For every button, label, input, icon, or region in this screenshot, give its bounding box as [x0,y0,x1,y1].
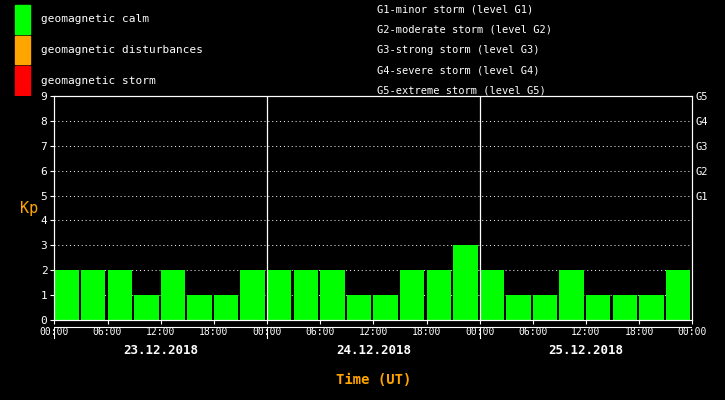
Bar [187,295,212,320]
Bar [14,66,30,95]
Bar [134,295,159,320]
Text: G3-strong storm (level G3): G3-strong storm (level G3) [377,45,539,55]
Text: 23.12.2018: 23.12.2018 [123,344,198,357]
Bar [107,270,132,320]
Bar [692,270,717,320]
Bar [241,270,265,320]
Bar [81,270,105,320]
Bar [613,295,637,320]
Bar [453,245,478,320]
Text: geomagnetic disturbances: geomagnetic disturbances [41,45,203,55]
Bar [480,270,504,320]
Y-axis label: Kp: Kp [20,200,38,216]
Bar [560,270,584,320]
Bar [347,295,371,320]
Text: G4-severe storm (level G4): G4-severe storm (level G4) [377,65,539,75]
Bar [267,270,291,320]
Text: 25.12.2018: 25.12.2018 [549,344,624,357]
Bar [14,36,30,64]
Text: 24.12.2018: 24.12.2018 [336,344,411,357]
Text: geomagnetic storm: geomagnetic storm [41,76,156,86]
Text: G5-extreme storm (level G5): G5-extreme storm (level G5) [377,85,546,95]
Bar [533,295,558,320]
Bar [506,295,531,320]
Bar [400,270,424,320]
Bar [373,295,398,320]
Bar [14,5,30,34]
Text: Time (UT): Time (UT) [336,373,411,387]
Bar [586,295,610,320]
Bar [320,270,344,320]
Text: G1-minor storm (level G1): G1-minor storm (level G1) [377,5,534,15]
Bar [426,270,451,320]
Bar [639,295,663,320]
Text: G2-moderate storm (level G2): G2-moderate storm (level G2) [377,25,552,35]
Bar [54,270,79,320]
Bar [161,270,185,320]
Bar [294,270,318,320]
Text: geomagnetic calm: geomagnetic calm [41,14,149,24]
Bar [666,270,690,320]
Bar [214,295,239,320]
